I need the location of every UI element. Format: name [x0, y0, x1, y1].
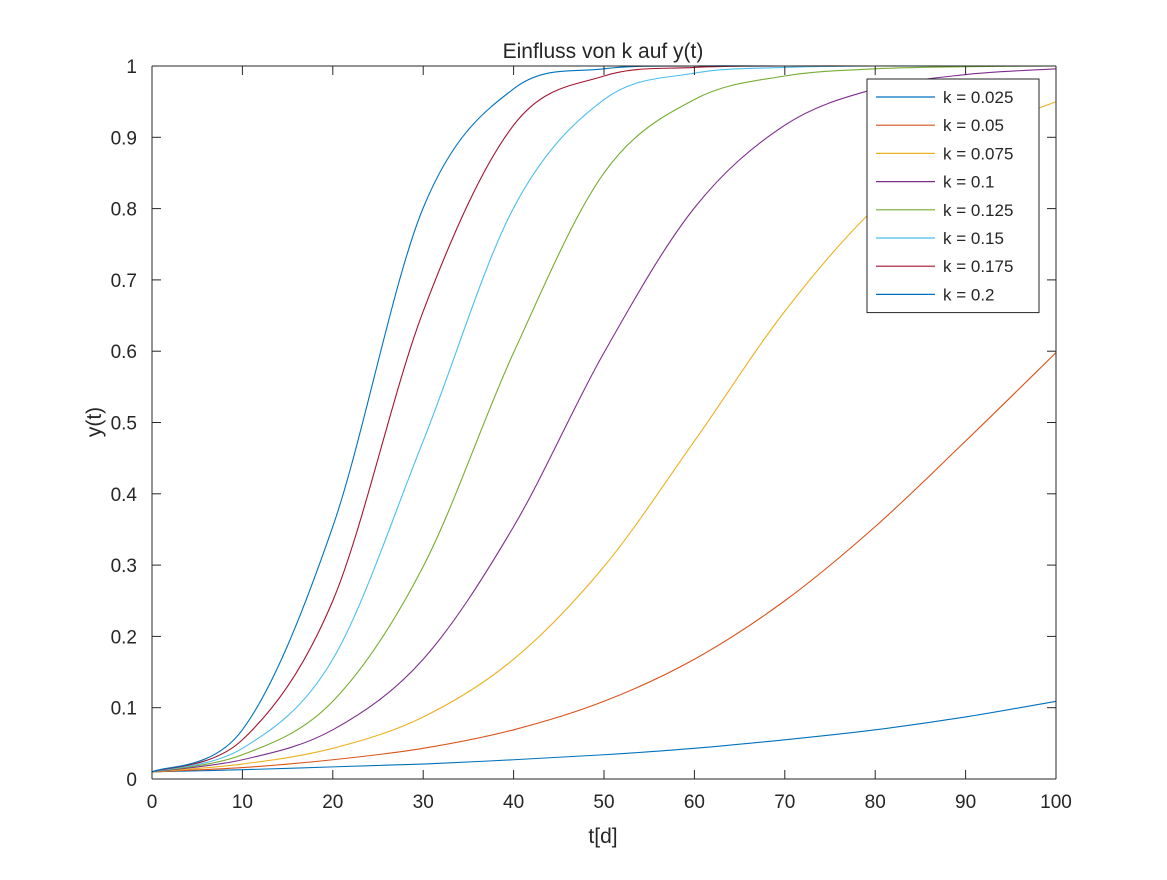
y-tick-label: 0.7: [111, 271, 137, 292]
series-line-2: [151, 352, 1057, 773]
x-tick-label: 10: [232, 792, 253, 813]
legend-label: k = 0.05: [943, 116, 1004, 135]
legend-box: [866, 78, 1040, 314]
series-line-5: [151, 65, 1057, 773]
x-tick-label: 80: [865, 792, 886, 813]
series-line-1: [151, 700, 1057, 773]
x-tick-label: 0: [147, 792, 158, 813]
x-tick-label: 60: [684, 792, 705, 813]
y-tick-label: 0.6: [111, 342, 137, 363]
y-tick-label: 0.3: [111, 556, 137, 577]
legend-label: k = 0.025: [943, 88, 1013, 107]
x-tick-label: 20: [322, 792, 343, 813]
y-tick-label: 0.1: [111, 699, 137, 720]
x-tick-label: 30: [413, 792, 434, 813]
legend-label: k = 0.125: [943, 201, 1013, 220]
y-tick-label: 0.5: [111, 414, 137, 435]
chart-title: Einfluss von k auf y(t): [503, 40, 704, 63]
legend-label: k = 0.1: [943, 173, 995, 192]
y-tick-label: 0.4: [111, 485, 138, 506]
legend-label: k = 0.15: [943, 229, 1004, 248]
x-tick-label: 70: [774, 792, 795, 813]
legend-label: k = 0.075: [943, 144, 1013, 163]
legend-label: k = 0.2: [943, 285, 995, 304]
y-tick-label: 0.9: [111, 128, 137, 149]
x-tick-label: 50: [593, 792, 614, 813]
y-axis-label: y(t): [83, 407, 106, 437]
y-tick-label: 0.8: [111, 200, 137, 221]
axes: 0 10 20 30 40 50 60 70 80 90 100 0 0.1 0.2 0.3 0.4 0.5 0.…: [111, 57, 1072, 813]
legend-label: k = 0.175: [943, 257, 1013, 276]
x-axis-label: t[d]: [588, 825, 617, 848]
x-tick-label: 100: [1040, 792, 1072, 813]
x-tick-label: 90: [955, 792, 976, 813]
legend: k = 0.025 k = 0.05 k = 0.075 k = 0.1 k = 0.1…: [866, 78, 1040, 314]
y-tick-label: 1: [126, 57, 137, 78]
y-tick-label: 0: [126, 770, 137, 791]
x-tick-label: 40: [503, 792, 524, 813]
y-tick-label: 0.2: [111, 627, 137, 648]
